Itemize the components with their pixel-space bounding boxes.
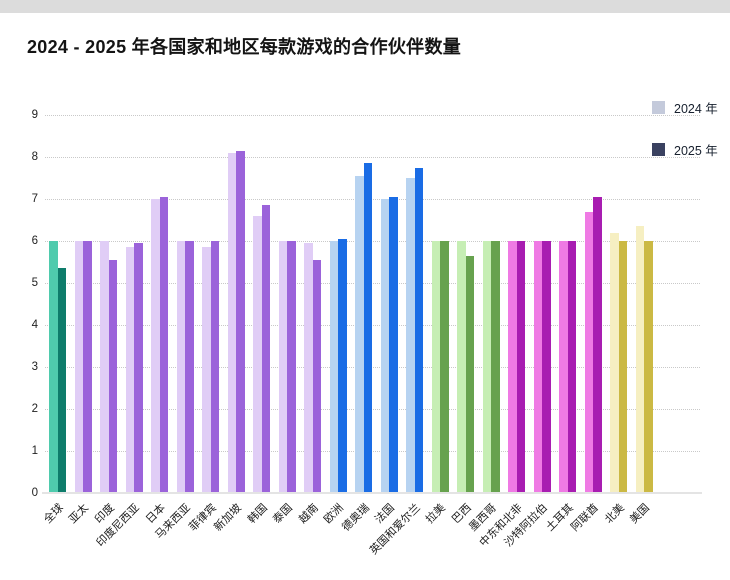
- gridline: [45, 199, 700, 200]
- bar-2024: [559, 241, 568, 493]
- gridline: [45, 409, 700, 410]
- bar-2025: [491, 241, 500, 493]
- gridline: [45, 115, 700, 116]
- bar-2024: [202, 247, 211, 493]
- bar-2025: [134, 243, 143, 493]
- bar-2025: [261, 205, 271, 493]
- legend-item: 2025 年: [652, 140, 718, 159]
- y-tick-label: 7: [31, 193, 38, 205]
- gridline: [45, 451, 700, 452]
- bar-2024: [635, 226, 645, 493]
- legend-swatch: [652, 143, 665, 156]
- legend-label: 2025 年: [674, 144, 718, 158]
- legend-item: 2024 年: [652, 98, 718, 117]
- bar-2024: [431, 241, 441, 493]
- y-tick-label: 1: [31, 445, 38, 457]
- bar-2024: [329, 241, 339, 493]
- bar-2025: [338, 238, 347, 493]
- bar-2025: [593, 196, 602, 493]
- bar-2025: [644, 241, 653, 493]
- bar-2024: [457, 241, 466, 493]
- bar-2025: [312, 259, 322, 493]
- bar-2025: [185, 241, 194, 493]
- legend-label: 2024 年: [674, 102, 718, 116]
- y-tick-label: 2: [31, 403, 38, 415]
- bar-2024: [610, 232, 619, 493]
- y-tick-label: 4: [31, 319, 38, 331]
- bar-2024: [125, 247, 135, 493]
- chart-title: 2024 - 2025 年各国家和地区每款游戏的合作伙伴数量: [27, 37, 462, 57]
- gridline: [45, 283, 700, 284]
- bar-2025: [465, 255, 475, 493]
- gridline: [45, 157, 700, 158]
- bar-2024: [355, 175, 364, 493]
- bar-2025: [236, 150, 245, 493]
- bar-2024: [227, 152, 237, 493]
- gridline: [45, 241, 700, 242]
- bar-2024: [533, 241, 543, 493]
- bar-2025: [567, 241, 577, 493]
- top-strip: [0, 0, 730, 13]
- x-axis-baseline: [42, 492, 702, 494]
- plot-area: [45, 115, 657, 493]
- gridline: [45, 367, 700, 368]
- y-tick-label: 0: [31, 487, 38, 499]
- bar-2024: [100, 241, 109, 493]
- bar-2025: [618, 241, 628, 493]
- y-tick-label: 6: [31, 235, 38, 247]
- bar-2025: [414, 167, 424, 493]
- bar-2025: [363, 163, 373, 493]
- bar-2025: [83, 241, 92, 493]
- bar-2024: [74, 241, 84, 493]
- bar-2024: [304, 243, 313, 493]
- bar-2024: [151, 199, 160, 493]
- gridline: [45, 325, 700, 326]
- bar-2025: [516, 241, 526, 493]
- bar-2024: [508, 241, 517, 493]
- y-tick-label: 8: [31, 151, 38, 163]
- bar-2024: [253, 215, 262, 493]
- bar-2024: [380, 199, 390, 493]
- y-tick-label: 5: [31, 277, 38, 289]
- bar-2025: [389, 196, 398, 493]
- bar-2024: [278, 241, 288, 493]
- bar-2025: [440, 241, 449, 493]
- bar-2025: [287, 241, 296, 493]
- bar-2024: [176, 241, 186, 493]
- bar-2024: [49, 241, 58, 493]
- bar-2024: [584, 211, 594, 493]
- legend: 2024 年 2025 年: [652, 98, 718, 182]
- y-tick-label: 9: [31, 109, 38, 121]
- bar-2025: [57, 268, 67, 493]
- y-tick-label: 3: [31, 361, 38, 373]
- bar-2025: [159, 196, 169, 493]
- legend-swatch: [652, 101, 665, 114]
- bar-2025: [210, 241, 220, 493]
- bar-2024: [482, 241, 492, 493]
- bar-2025: [108, 259, 118, 493]
- bar-2025: [542, 241, 551, 493]
- bar-2024: [406, 178, 415, 493]
